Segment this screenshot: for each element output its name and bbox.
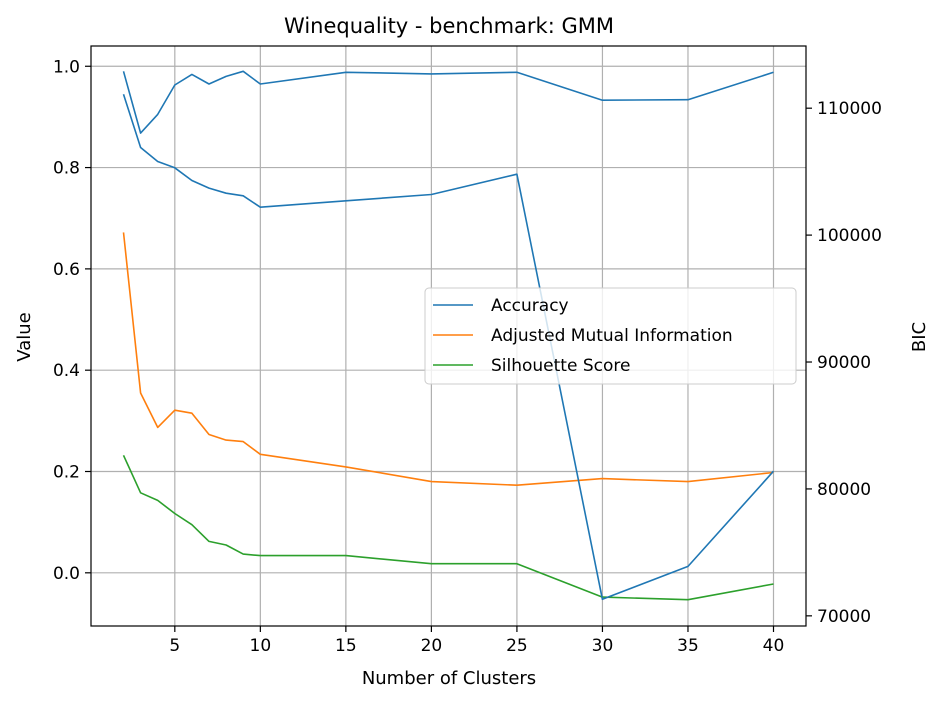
legend-label: Adjusted Mutual Information: [491, 326, 733, 346]
y-tick-label: 1.0: [53, 57, 80, 77]
x-tick-label: 35: [677, 636, 699, 656]
axes: 5 10 15 20 25 30 35 40 0.0 0.2 0.4 0.6 0.8 1.0 70000 80…: [53, 45, 882, 656]
legend-label: Accuracy: [491, 296, 569, 316]
y-tick-label: 0.4: [53, 361, 80, 381]
y2-tick-label: 90000: [817, 353, 871, 373]
x-tick-label: 30: [592, 636, 614, 656]
y2-tick-label: 100000: [817, 226, 882, 246]
y2-tick-label: 80000: [817, 480, 871, 500]
x-tick-label: 5: [169, 636, 180, 656]
y2-tick-label: 70000: [817, 607, 871, 627]
series-line: [122, 93, 775, 601]
x-tick-label: 10: [250, 636, 272, 656]
plot-frame: [90, 45, 807, 627]
series-line: [122, 454, 774, 601]
x-tick-label: 25: [506, 636, 528, 656]
series-line: [122, 70, 774, 134]
y-tick-label: 0.8: [53, 159, 80, 179]
y-axis-label: Value: [14, 312, 35, 361]
x-tick-label: 15: [335, 636, 357, 656]
x-tick-label: 40: [763, 636, 785, 656]
y-tick-label: 0.2: [53, 463, 80, 483]
y-tick-label: 0.0: [53, 564, 80, 584]
legend: Accuracy Adjusted Mutual Information Silho…: [424, 287, 797, 385]
chart-title: Winequality - benchmark: GMM: [284, 14, 614, 38]
x-tick-label: 20: [421, 636, 443, 656]
series-lines: [122, 70, 775, 601]
legend-box: [424, 287, 797, 385]
series-line: [122, 232, 774, 487]
y-tick-label: 0.6: [53, 260, 80, 280]
legend-label: Silhouette Score: [491, 356, 630, 376]
y2-tick-label: 110000: [817, 99, 882, 119]
x-axis-label: Number of Clusters: [362, 668, 536, 689]
y2-axis-label: BIC: [909, 322, 930, 352]
